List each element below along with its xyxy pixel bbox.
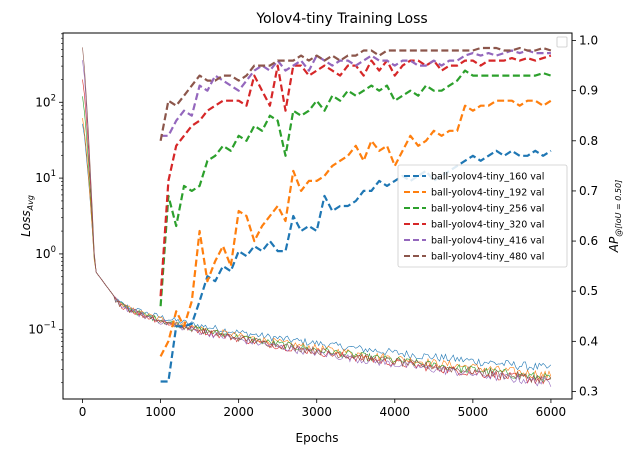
- val-curve-3: [159, 69, 552, 307]
- chart-title: Yolov4-tiny Training Loss: [255, 11, 427, 27]
- right-y-axis-label: AP@[IoU = 0.50]: [607, 180, 623, 253]
- legend: ball-yolov4-tiny_160 val ball-yolov4-tiny…: [397, 164, 568, 268]
- right-tick-label: 0.5: [579, 284, 598, 298]
- validation-lines-group: [159, 46, 552, 383]
- right-y-label-sub: @[IoU = 0.50]: [614, 180, 623, 237]
- loss-curve-6: [82, 47, 552, 384]
- left-y-axis: 10−1 100 101 102: [28, 33, 63, 384]
- x-axis: 0 1000 2000 3000 4000 5000 6000: [79, 399, 566, 419]
- legend-label: ball-yolov4-tiny_416 val: [431, 236, 544, 247]
- plot-frame: [62, 32, 573, 400]
- loss-curve-2: [82, 117, 552, 380]
- right-tick-label: 0.8: [579, 134, 598, 148]
- legend-label: ball-yolov4-tiny_192 val: [431, 188, 544, 199]
- x-tick-label: 4000: [380, 405, 411, 419]
- right-tick-label: 0.4: [579, 334, 598, 348]
- val-curve-6: [159, 46, 552, 142]
- right-tick-label: 0.9: [579, 84, 598, 98]
- right-tick-label: 1.0: [579, 34, 598, 48]
- left-tick-label: 100: [35, 245, 56, 261]
- empty-legend-box: [556, 36, 568, 48]
- left-tick-label: 10−1: [28, 321, 56, 337]
- loss-lines-group: [82, 47, 552, 387]
- left-y-label-sub: Avg: [26, 195, 35, 211]
- left-y-label-main: Loss: [19, 210, 33, 237]
- left-tick-label: 101: [35, 169, 56, 185]
- loss-curve-5: [82, 60, 552, 387]
- right-tick-label: 0.7: [579, 184, 598, 198]
- val-curve-2: [159, 99, 552, 357]
- legend-label: ball-yolov4-tiny_256 val: [431, 204, 544, 215]
- val-curve-1: [160, 149, 552, 383]
- left-tick-label: 102: [35, 93, 56, 109]
- legend-label: ball-yolov4-tiny_480 val: [431, 252, 544, 263]
- x-tick-label: 2000: [223, 405, 254, 419]
- x-tick-label: 5000: [458, 405, 489, 419]
- legend-label: ball-yolov4-tiny_320 val: [431, 220, 544, 231]
- x-tick-label: 1000: [145, 405, 176, 419]
- right-tick-label: 0.3: [579, 384, 598, 398]
- loss-curve-1: [82, 123, 552, 372]
- x-axis-label: Epochs: [296, 431, 339, 445]
- left-y-axis-label: LossAvg: [19, 195, 35, 237]
- x-tick-label: 6000: [536, 405, 567, 419]
- val-curve-5: [160, 49, 551, 137]
- right-y-label-main: AP: [607, 236, 621, 253]
- right-y-axis: 0.3 0.4 0.5 0.6 0.7 0.8 0.9 1.0: [572, 34, 598, 398]
- x-tick-label: 0: [79, 405, 87, 419]
- legend-label: ball-yolov4-tiny_160 val: [431, 172, 544, 183]
- x-tick-label: 3000: [301, 405, 332, 419]
- legend-frame: [397, 164, 568, 268]
- right-tick-label: 0.6: [579, 234, 598, 248]
